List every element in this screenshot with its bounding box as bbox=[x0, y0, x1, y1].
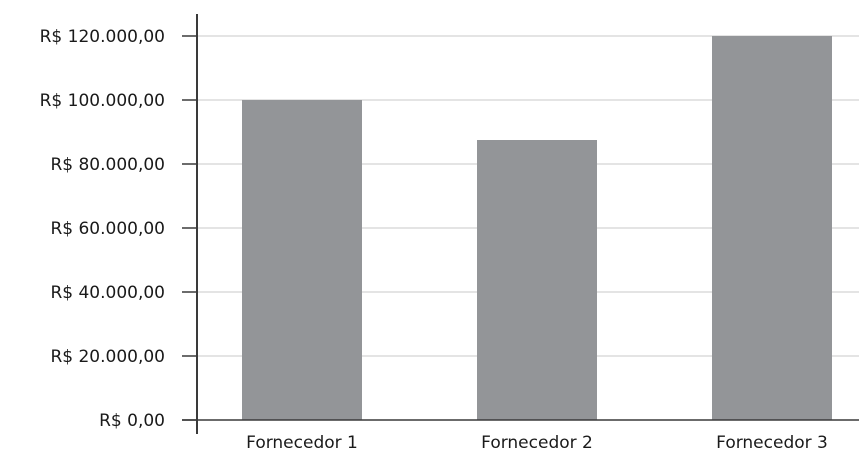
y-tick-label-3: R$ 60.000,00 bbox=[50, 219, 165, 239]
axes bbox=[182, 14, 859, 434]
y-tick-label-0: R$ 0,00 bbox=[99, 411, 165, 431]
y-tick-label-5: R$ 100.000,00 bbox=[40, 91, 165, 111]
x-tick-label-3: Fornecedor 3 bbox=[716, 433, 828, 453]
bar-2 bbox=[477, 140, 597, 420]
x-tick-labels: Fornecedor 1 Fornecedor 2 Fornecedor 3 bbox=[246, 433, 828, 453]
x-tick-label-1: Fornecedor 1 bbox=[246, 433, 358, 453]
bar-3 bbox=[712, 36, 832, 420]
x-tick-label-2: Fornecedor 2 bbox=[481, 433, 593, 453]
y-tick-label-6: R$ 120.000,00 bbox=[40, 27, 165, 47]
bars bbox=[242, 36, 832, 420]
bar-1 bbox=[242, 100, 362, 420]
y-tick-label-1: R$ 20.000,00 bbox=[50, 347, 165, 367]
y-tick-label-4: R$ 80.000,00 bbox=[50, 155, 165, 175]
y-tick-label-2: R$ 40.000,00 bbox=[50, 283, 165, 303]
y-tick-labels: R$ 0,00 R$ 20.000,00 R$ 40.000,00 R$ 60.000… bbox=[40, 27, 165, 431]
